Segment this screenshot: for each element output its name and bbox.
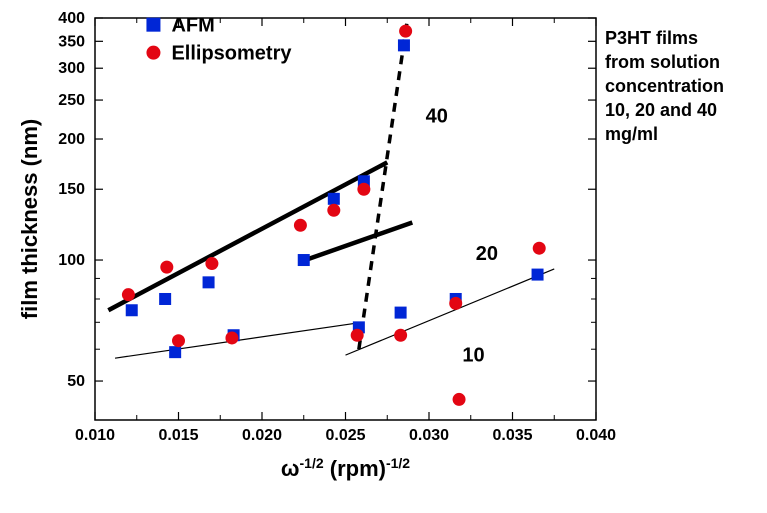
- x-tick-label: 0.020: [242, 427, 282, 444]
- x-tick-label: 0.030: [409, 427, 449, 444]
- y-tick-label: 250: [58, 92, 85, 109]
- trend-line: [108, 162, 387, 310]
- data-point-afm: [328, 193, 340, 205]
- series-annotation: 40: [426, 105, 448, 127]
- data-point-ellipsometry: [357, 183, 370, 196]
- data-point-afm: [159, 293, 171, 305]
- data-point-ellipsometry: [449, 297, 462, 310]
- data-point-ellipsometry: [394, 329, 407, 342]
- data-point-afm: [298, 254, 310, 266]
- data-point-afm: [126, 304, 138, 316]
- data-point-afm: [203, 276, 215, 288]
- y-tick-label: 50: [67, 373, 85, 390]
- data-point-ellipsometry: [327, 204, 340, 217]
- legend-label: AFM: [171, 15, 214, 37]
- legend-label: Ellipsometry: [171, 43, 292, 65]
- data-point-ellipsometry: [351, 329, 364, 342]
- x-tick-label: 0.015: [158, 427, 198, 444]
- data-point-ellipsometry: [205, 257, 218, 270]
- trend-line: [346, 269, 555, 355]
- info-text: P3HT films: [605, 28, 698, 48]
- data-point-afm: [398, 39, 410, 51]
- trend-line: [305, 222, 412, 260]
- data-point-ellipsometry: [533, 242, 546, 255]
- data-point-afm: [532, 269, 544, 281]
- series-annotation: 20: [476, 243, 498, 265]
- data-point-afm: [395, 307, 407, 319]
- y-tick-label: 350: [58, 33, 85, 50]
- y-axis-title: film thickness (nm): [17, 119, 42, 319]
- info-text: mg/ml: [605, 124, 658, 144]
- series-annotation: 10: [462, 344, 484, 366]
- x-axis-title: ω-1/2 (rpm)-1/2: [281, 455, 410, 481]
- data-point-ellipsometry: [160, 261, 173, 274]
- info-text: concentration: [605, 76, 724, 96]
- x-tick-label: 0.035: [492, 427, 532, 444]
- info-text: 10, 20 and 40: [605, 100, 717, 120]
- y-tick-label: 200: [58, 131, 85, 148]
- data-point-ellipsometry: [122, 288, 135, 301]
- legend-marker: [146, 18, 160, 32]
- data-point-ellipsometry: [172, 334, 185, 347]
- legend-marker: [146, 46, 160, 60]
- data-point-afm: [169, 346, 181, 358]
- x-tick-label: 0.010: [75, 427, 115, 444]
- x-tick-label: 0.025: [325, 427, 365, 444]
- film-thickness-chart: 0.010 0.015 0.020 0.025 0.030 0.035 0.040 50 100…: [0, 0, 767, 513]
- data-point-ellipsometry: [453, 393, 466, 406]
- data-point-ellipsometry: [294, 219, 307, 232]
- y-tick-label: 300: [58, 60, 85, 77]
- x-tick-label: 0.040: [576, 427, 616, 444]
- y-tick-label: 400: [58, 10, 85, 27]
- data-point-ellipsometry: [225, 331, 238, 344]
- y-tick-label: 100: [58, 252, 85, 269]
- y-tick-label: 150: [58, 181, 85, 198]
- data-point-ellipsometry: [399, 25, 412, 38]
- info-text: from solution: [605, 52, 720, 72]
